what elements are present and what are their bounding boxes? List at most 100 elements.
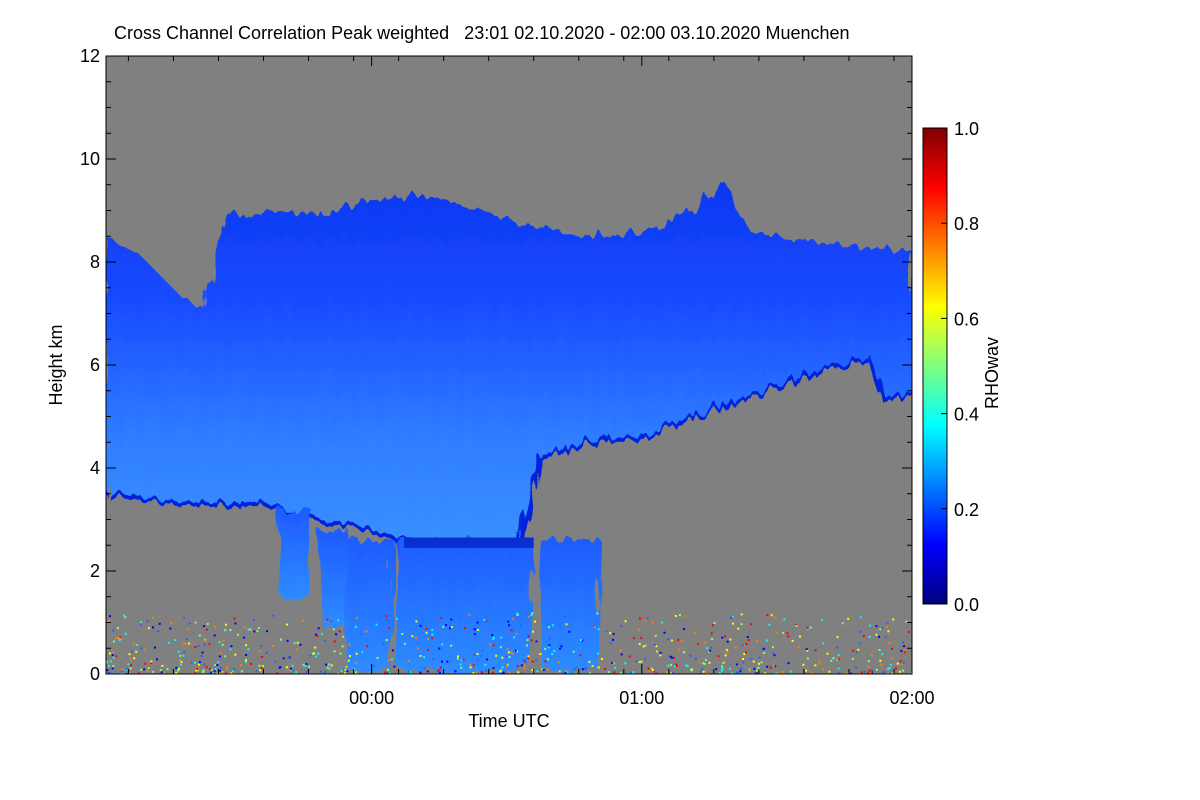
- noise-speck: [272, 614, 275, 617]
- noise-speck: [225, 672, 228, 674]
- noise-speck: [317, 627, 320, 630]
- noise-speck: [839, 658, 842, 661]
- noise-speck: [376, 657, 379, 659]
- noise-speck: [484, 663, 487, 666]
- noise-speck: [388, 659, 391, 662]
- noise-speck: [837, 654, 840, 656]
- noise-speck: [886, 621, 889, 624]
- colorbar: 0.0 0.2 0.4 0.6 0.8 1.0 RHOwav: [922, 119, 1002, 615]
- noise-speck: [359, 633, 362, 636]
- noise-speck: [221, 672, 224, 674]
- noise-speck: [128, 672, 131, 674]
- noise-speck: [612, 638, 614, 641]
- noise-speck: [661, 621, 664, 624]
- noise-speck: [355, 671, 357, 674]
- noise-speck: [183, 617, 186, 620]
- noise-speck: [837, 667, 840, 670]
- noise-speck: [178, 659, 181, 662]
- noise-speck: [353, 668, 356, 671]
- noise-speck: [393, 665, 396, 668]
- noise-speck: [240, 670, 243, 673]
- noise-speck: [335, 633, 338, 636]
- noise-speck: [125, 667, 128, 670]
- noise-speck: [534, 620, 536, 623]
- noise-speck: [828, 670, 831, 673]
- colorbar-tick-label: 0.8: [954, 214, 979, 234]
- noise-speck: [276, 672, 279, 674]
- noise-speck: [690, 668, 693, 671]
- noise-speck: [703, 663, 706, 665]
- noise-speck: [287, 656, 290, 659]
- noise-speck: [333, 650, 336, 653]
- noise-speck: [624, 662, 627, 665]
- noise-speck: [385, 615, 388, 618]
- noise-speck: [726, 640, 729, 643]
- noise-speck: [395, 617, 398, 620]
- noise-speck: [581, 668, 584, 671]
- noise-speck: [880, 663, 883, 666]
- noise-speck: [701, 668, 704, 671]
- noise-speck: [188, 622, 191, 625]
- noise-speck: [690, 669, 693, 672]
- noise-speck: [789, 670, 792, 673]
- noise-speck: [112, 656, 115, 659]
- noise-speck: [647, 670, 650, 673]
- noise-speck: [809, 626, 812, 629]
- noise-speck: [553, 649, 556, 652]
- noise-speck: [416, 647, 419, 650]
- noise-speck: [411, 635, 414, 638]
- noise-speck: [722, 662, 725, 664]
- noise-speck: [564, 671, 567, 674]
- noise-speck: [115, 655, 118, 658]
- noise-speck: [144, 662, 147, 665]
- noise-speck: [670, 664, 673, 666]
- noise-speck: [507, 620, 510, 623]
- x-tick-label: 00:00: [349, 688, 394, 708]
- precipitation-shaft: [539, 540, 602, 672]
- noise-speck: [580, 639, 582, 641]
- noise-speck: [456, 657, 459, 660]
- noise-speck: [151, 670, 154, 673]
- noise-speck: [361, 650, 364, 653]
- noise-speck: [108, 671, 111, 674]
- noise-speck: [888, 667, 891, 669]
- noise-speck: [758, 656, 761, 659]
- noise-speck: [439, 666, 442, 669]
- noise-speck: [144, 648, 146, 651]
- noise-speck: [667, 638, 670, 640]
- noise-speck: [565, 669, 567, 672]
- noise-speck: [674, 615, 677, 617]
- noise-speck: [476, 659, 479, 662]
- noise-speck: [305, 671, 308, 674]
- noise-speck: [795, 623, 798, 626]
- noise-speck: [243, 626, 246, 629]
- noise-speck: [875, 625, 878, 628]
- noise-speck: [258, 664, 261, 667]
- noise-speck: [869, 671, 872, 674]
- noise-speck: [736, 671, 739, 674]
- noise-speck: [150, 660, 153, 663]
- noise-speck: [806, 649, 809, 652]
- noise-speck: [143, 668, 146, 671]
- noise-speck: [150, 661, 153, 664]
- noise-speck: [107, 620, 110, 622]
- noise-speck: [112, 640, 115, 643]
- noise-speck: [702, 662, 705, 665]
- noise-speck: [111, 654, 114, 656]
- noise-speck: [548, 637, 551, 640]
- noise-speck: [760, 661, 763, 664]
- noise-speck: [157, 630, 160, 632]
- noise-speck: [547, 646, 550, 649]
- noise-speck: [225, 665, 228, 668]
- noise-speck: [624, 620, 627, 623]
- noise-speck: [146, 620, 149, 623]
- noise-speck: [838, 658, 841, 661]
- noise-speck: [427, 637, 429, 640]
- noise-speck: [859, 616, 862, 619]
- noise-speck: [904, 649, 907, 652]
- noise-speck: [519, 624, 522, 627]
- noise-speck: [252, 619, 255, 621]
- noise-speck: [607, 671, 610, 673]
- noise-speck: [805, 648, 808, 651]
- noise-speck: [323, 672, 326, 674]
